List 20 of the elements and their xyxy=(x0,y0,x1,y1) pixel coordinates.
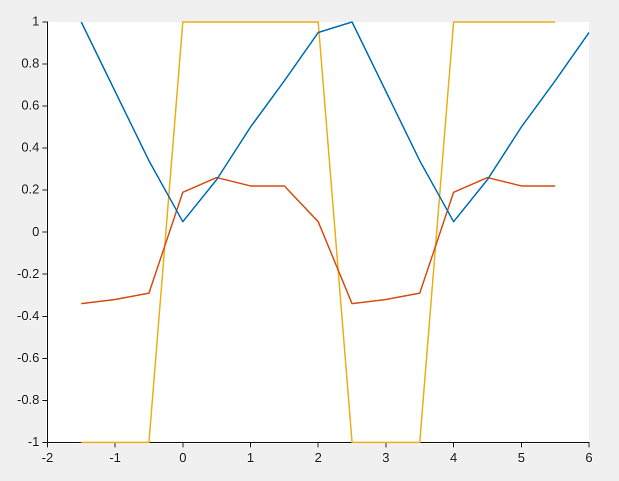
x-tick-label: -1 xyxy=(109,450,121,465)
y-tick-label: 1 xyxy=(32,14,40,29)
x-tick-label: 6 xyxy=(585,450,593,465)
y-tick-label: 0.8 xyxy=(21,56,40,71)
x-tick-label: 1 xyxy=(246,450,254,465)
y-tick-label: -0.8 xyxy=(16,392,40,407)
y-tick-label: 0.2 xyxy=(21,182,40,197)
x-tick-label: 4 xyxy=(450,450,458,465)
y-tick-label: 0 xyxy=(32,224,40,239)
y-tick-label: 0.6 xyxy=(21,98,40,113)
y-tick-label: -0.4 xyxy=(16,308,40,323)
y-tick-label: -1 xyxy=(28,434,40,449)
y-tick-label: -0.6 xyxy=(16,350,40,365)
y-tick-label: 0.4 xyxy=(21,140,40,155)
y-tick-label: -0.2 xyxy=(16,266,40,281)
x-tick-label: 5 xyxy=(518,450,525,465)
x-tick-label: 3 xyxy=(382,450,390,465)
x-tick-label: 0 xyxy=(179,450,186,465)
x-tick-label: 2 xyxy=(314,450,322,465)
x-tick-label: -2 xyxy=(42,450,54,465)
